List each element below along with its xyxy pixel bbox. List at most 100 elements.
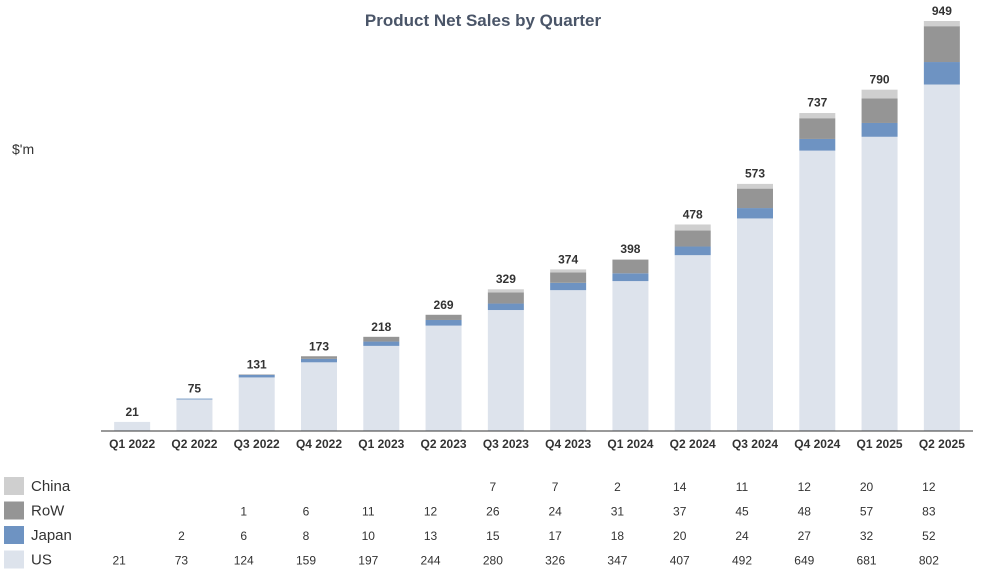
table-cell-us: 407 (670, 554, 690, 568)
x-tick-label: Q2 2025 (919, 437, 965, 451)
x-tick-label: Q2 2024 (670, 437, 716, 451)
bar-segment-japan-q3-2024 (737, 208, 773, 219)
table-cell-japan: 2 (178, 529, 185, 543)
table-cell-row: 45 (735, 505, 749, 519)
bar-segment-japan-q4-2024 (799, 138, 836, 151)
bar-segment-china-q2-2025 (923, 21, 960, 27)
legend-label-japan: Japan (31, 527, 72, 544)
bar-segment-china-q1-2024 (612, 259, 649, 260)
x-tick-label: Q4 2022 (296, 437, 342, 451)
table-cell-row: 37 (673, 505, 687, 519)
table-cell-china: 7 (490, 480, 497, 494)
total-label: 75 (188, 382, 202, 396)
table-cell-row: 83 (922, 505, 936, 519)
bar-segment-row-q3-2024 (737, 188, 773, 209)
table-cell-us: 73 (175, 554, 189, 568)
table-cell-japan: 32 (860, 529, 874, 543)
legend-swatch-us (4, 550, 24, 569)
table-cell-japan: 8 (303, 529, 310, 543)
legend-swatch-japan (4, 526, 24, 544)
table-cell-china: 7 (552, 480, 559, 494)
table-cell-us: 326 (545, 554, 565, 568)
bar-segment-china-q4-2024 (799, 113, 836, 119)
table-cell-us: 802 (919, 554, 939, 568)
bar-segment-china-q4-2023 (550, 269, 587, 273)
total-label: 131 (247, 357, 267, 371)
table-cell-china: 2 (614, 480, 621, 494)
legend-label-china: China (31, 478, 71, 495)
table-cell-us: 124 (234, 554, 254, 568)
table-cell-japan: 52 (922, 529, 936, 543)
bar-segment-us-q3-2022 (238, 377, 275, 431)
table-cell-japan: 24 (735, 529, 749, 543)
chart-title: Product Net Sales by Quarter (365, 11, 602, 30)
total-label: 573 (745, 166, 765, 180)
x-tick-label: Q2 2023 (421, 437, 467, 451)
table-cell-us: 649 (794, 554, 814, 568)
bar-segment-row-q3-2023 (487, 292, 524, 304)
bar-segment-japan-q3-2022 (238, 374, 275, 378)
table-cell-row: 24 (548, 505, 562, 519)
bar-segment-japan-q2-2022 (176, 398, 213, 400)
bar-segment-row-q2-2023 (425, 314, 462, 320)
total-label: 398 (620, 242, 640, 256)
bar-segment-us-q3-2023 (487, 310, 524, 431)
x-tick-label: Q4 2024 (794, 437, 840, 451)
table-cell-row: 11 (362, 505, 375, 519)
table-cell-us: 492 (732, 554, 752, 568)
y-axis-unit-label: $'m (12, 141, 34, 157)
table-cell-row: 12 (424, 505, 438, 519)
bar-segment-us-q4-2022 (301, 362, 337, 431)
total-label: 269 (434, 298, 454, 312)
table-cell-japan: 6 (240, 529, 247, 543)
table-cell-japan: 13 (424, 529, 438, 543)
legend-swatch-row (4, 501, 24, 520)
legend-swatch-china (4, 477, 24, 495)
legend-label-row: RoW (31, 503, 65, 520)
total-label: 173 (309, 339, 329, 353)
table-cell-us: 197 (358, 554, 378, 568)
bar-segment-us-q4-2024 (799, 150, 836, 432)
x-tick-label: Q1 2022 (109, 437, 155, 451)
bar-segment-row-q1-2025 (861, 98, 898, 123)
table-cell-row: 57 (860, 505, 874, 519)
bar-segment-row-q1-2024 (612, 259, 649, 274)
bar-segment-row-q4-2023 (550, 272, 587, 283)
table-cell-row: 6 (303, 505, 310, 519)
table-cell-row: 26 (486, 505, 500, 519)
bar-segment-china-q2-2024 (674, 224, 711, 231)
total-label: 790 (870, 73, 890, 87)
bar-segment-japan-q2-2023 (425, 319, 462, 326)
legend-label-us: US (31, 552, 52, 569)
table-cell-china: 11 (736, 480, 749, 494)
bar-segment-japan-q2-2025 (923, 62, 960, 85)
bar-segment-us-q1-2023 (363, 345, 400, 431)
table-cell-japan: 17 (548, 529, 562, 543)
table-cell-row: 31 (611, 505, 625, 519)
bar-segment-us-q1-2024 (612, 281, 649, 431)
bar-segment-us-q1-2025 (861, 136, 898, 432)
total-label: 329 (496, 272, 516, 286)
table-cell-china: 12 (798, 480, 812, 494)
table-cell-japan: 18 (611, 529, 625, 543)
bars-layer: 21 75 131 173 218 269 329 374 398 478 573 737 790 949 (114, 4, 960, 432)
table-cell-us: 159 (296, 554, 316, 568)
bar-segment-us-q1-2022 (114, 421, 151, 431)
x-tick-label: Q3 2024 (732, 437, 778, 451)
bar-segment-row-q2-2024 (674, 230, 711, 247)
bar-segment-japan-q1-2023 (363, 341, 400, 346)
table-cell-row: 1 (240, 505, 247, 519)
table-cell-china: 14 (673, 480, 687, 494)
table-cell-japan: 15 (486, 529, 500, 543)
bar-segment-us-q2-2023 (425, 325, 462, 431)
bar-segment-japan-q2-2024 (674, 246, 711, 256)
x-tick-label: Q1 2024 (607, 437, 653, 451)
table-cell-us: 347 (607, 554, 627, 568)
bar-segment-china-q3-2024 (737, 183, 773, 189)
total-label: 218 (371, 320, 391, 334)
bar-segment-japan-q3-2023 (487, 303, 524, 311)
total-label: 478 (683, 207, 703, 221)
bar-segment-row-q4-2022 (301, 356, 337, 359)
